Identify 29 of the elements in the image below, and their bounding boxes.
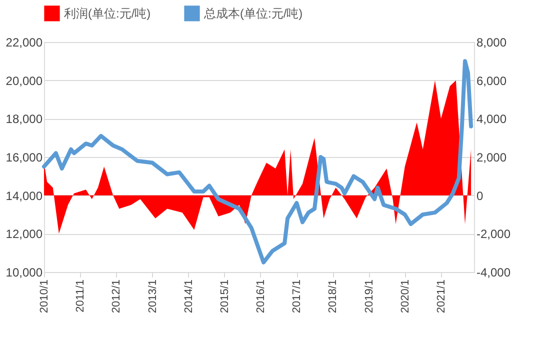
legend-label: 利润(单位:元/吨) <box>64 6 151 20</box>
y2-tick-label: 6,000 <box>476 74 507 88</box>
x-tick-label: 2018/1 <box>327 280 340 314</box>
x-tick-label: 2017/1 <box>291 280 304 314</box>
y2-tick-label: 2,000 <box>476 150 507 164</box>
y2-tick-label: 4,000 <box>476 112 507 126</box>
y-tick-label: 22,000 <box>6 36 43 50</box>
x-tick-label: 2011/1 <box>74 280 87 312</box>
x-tick-label: 2012/1 <box>110 280 123 314</box>
x-tick-label: 2014/1 <box>182 280 195 314</box>
y2-tick-label: -4,000 <box>476 266 511 280</box>
y-tick-label: 14,000 <box>6 188 43 203</box>
line-series <box>42 59 474 264</box>
x-tick-label: 2015/1 <box>218 280 231 314</box>
y-tick-label: 10,000 <box>6 266 43 280</box>
x-tick-label: 2021/1 <box>436 280 448 314</box>
y2-tick-label: -2,000 <box>476 227 511 242</box>
y2-tick-label: 8,000 <box>476 36 507 50</box>
y-tick-label: 16,000 <box>6 150 43 164</box>
y-tick-label: 12,000 <box>6 227 43 242</box>
x-tick-label: 2019/1 <box>363 280 376 314</box>
x-tick-label: 2010/1 <box>38 280 50 314</box>
y2-tick-label: 0 <box>476 188 484 203</box>
y-tick-label: 20,000 <box>6 74 43 88</box>
y-tick-label: 18,000 <box>6 112 43 126</box>
x-tick-label: 2016/1 <box>254 280 267 314</box>
x-tick-label: 2013/1 <box>146 280 159 314</box>
x-tick-label: 2020/1 <box>399 280 412 314</box>
legend-label: 总成本(单位:元/吨) <box>203 6 303 20</box>
